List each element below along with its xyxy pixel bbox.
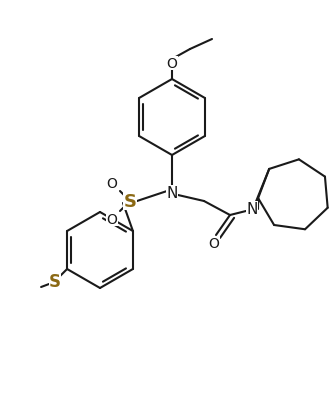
- Text: N: N: [166, 186, 178, 201]
- Text: O: O: [107, 213, 117, 226]
- Text: S: S: [49, 272, 61, 290]
- Text: O: O: [107, 177, 117, 190]
- Text: S: S: [123, 192, 137, 211]
- Text: O: O: [166, 57, 177, 71]
- Text: N: N: [246, 202, 258, 217]
- Text: O: O: [209, 237, 219, 250]
